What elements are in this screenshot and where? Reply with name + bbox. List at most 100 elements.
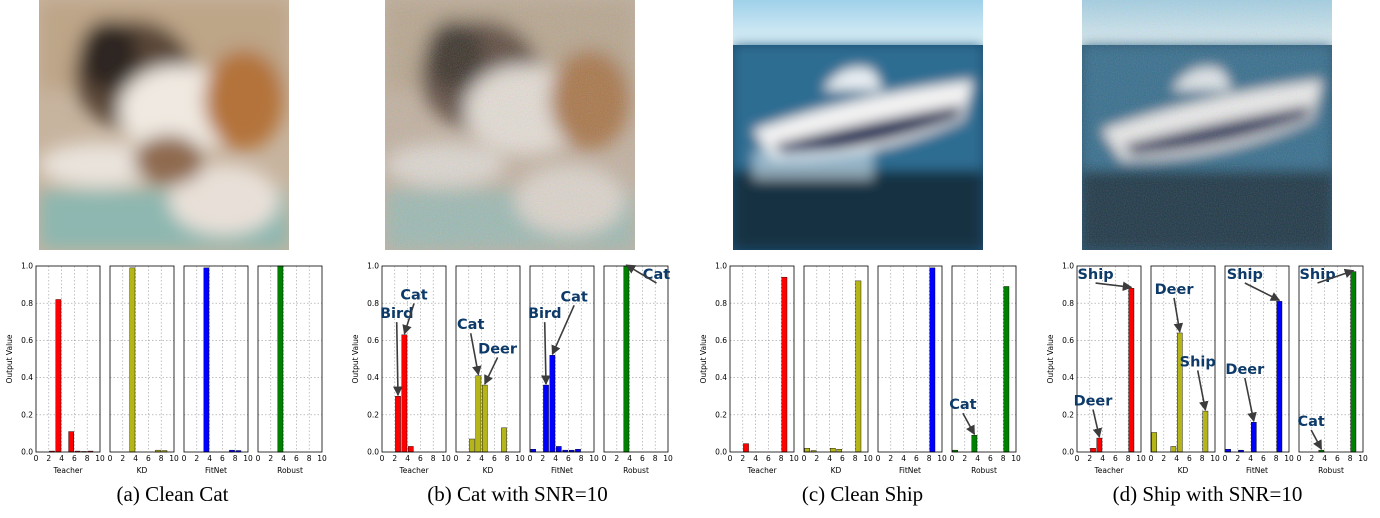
subplot-fitnet: 0 2 4 6 8 10 FitNet — [182, 265, 253, 475]
y-tick-label: 0.0 — [715, 448, 727, 457]
caption-d: (d) Ship with SNR=10 — [1112, 482, 1303, 506]
x-tick-label: 10 — [243, 454, 253, 463]
annotation-arrow — [1196, 370, 1209, 412]
x-axis-label: FitNet — [1246, 466, 1268, 475]
subplot-kd: 0 2 4 6 8 10 KD Deer Ship — [1149, 265, 1220, 475]
bar — [475, 375, 482, 453]
annotation-arrow — [1095, 281, 1133, 292]
subplot-robust: 0 2 4 6 8 10 Robust Ship Cat — [1297, 265, 1368, 475]
bar — [743, 443, 749, 453]
x-tick-label: 2 — [614, 454, 619, 463]
x-axis-label: KD — [137, 466, 148, 475]
bar — [836, 449, 842, 453]
annotation-label: Deer — [1225, 362, 1265, 378]
annotation-arrow — [1244, 282, 1281, 302]
bar — [543, 384, 549, 453]
y-tick-label: 0.6 — [21, 336, 33, 345]
y-tick-label: 1.0 — [367, 262, 379, 271]
x-tick-label: 2 — [740, 454, 745, 463]
x-tick-label: 4 — [975, 454, 980, 463]
x-tick-label: 2 — [888, 454, 893, 463]
plot-frame — [529, 265, 595, 453]
x-axis-label: Robust — [277, 466, 303, 475]
x-tick-label: 4 — [627, 454, 632, 463]
subplot-teacher: 0 2 4 6 8 10 0.0 0.2 0.4 0.6 0.8 1.0 Teacher Ship Deer — [1062, 262, 1146, 475]
y-tick-label: 0.4 — [1062, 373, 1074, 382]
x-tick-label: 2 — [466, 454, 471, 463]
annotation-arrow — [1244, 377, 1257, 423]
annotation-arrow — [625, 264, 657, 284]
x-tick-label: 0 — [802, 454, 807, 463]
bar — [549, 355, 556, 453]
annotation-label: Bird — [528, 306, 562, 322]
x-tick-label: 0 — [256, 454, 261, 463]
x-tick-label: 6 — [1261, 454, 1266, 463]
annotation-arrow — [469, 333, 482, 376]
x-tick-label: 8 — [653, 454, 658, 463]
y-tick-label: 0.8 — [367, 299, 379, 308]
plot-frame — [1076, 265, 1142, 453]
x-axis-label: Robust — [971, 466, 997, 475]
bar — [804, 448, 810, 453]
x-tick-label: 4 — [827, 454, 832, 463]
bar — [1276, 301, 1283, 453]
x-axis-label: Robust — [1318, 466, 1344, 475]
plot-frame — [257, 265, 323, 453]
bar — [575, 449, 581, 453]
x-tick-label: 10 — [317, 454, 327, 463]
x-axis-label: Robust — [623, 466, 649, 475]
x-tick-label: 8 — [579, 454, 584, 463]
y-tick-label: 0.0 — [367, 448, 379, 457]
x-tick-label: 10 — [95, 454, 105, 463]
x-tick-label: 0 — [728, 454, 733, 463]
y-tick-label: 0.2 — [367, 410, 379, 419]
x-axis-label: FitNet — [899, 466, 921, 475]
annotation-arrow — [541, 322, 551, 385]
subplot-teacher: 0 2 4 6 8 10 0.0 0.2 0.4 0.6 0.8 1.0 Teacher — [21, 262, 105, 475]
subplot-teacher: 0 2 4 6 8 10 0.0 0.2 0.4 0.6 0.8 1.0 Teacher — [715, 262, 799, 475]
bar — [129, 267, 136, 453]
annotation-label: Cat — [400, 287, 427, 303]
x-axis-label: Teacher — [1093, 466, 1124, 475]
x-tick-label: 8 — [853, 454, 858, 463]
noisy-cat-photo — [385, 0, 635, 250]
annotation-arrow — [393, 322, 403, 397]
x-tick-label: 6 — [1113, 454, 1118, 463]
x-tick-label: 10 — [515, 454, 525, 463]
x-tick-label: 8 — [1274, 454, 1279, 463]
y-tick-label: 0.2 — [715, 410, 727, 419]
bar — [501, 427, 507, 453]
plot-frame — [951, 265, 1017, 453]
x-axis-label: Teacher — [398, 466, 429, 475]
x-tick-label: 2 — [268, 454, 273, 463]
x-tick-label: 2 — [1235, 454, 1240, 463]
x-axis-label: Teacher — [52, 466, 83, 475]
x-tick-label: 8 — [159, 454, 164, 463]
y-tick-label: 1.0 — [1062, 262, 1074, 271]
x-tick-label: 10 — [789, 454, 799, 463]
subplot-kd: 0 2 4 6 8 10 KD Cat Deer — [454, 265, 525, 475]
plot-frame — [603, 265, 669, 453]
y-tick-label: 0.4 — [21, 373, 33, 382]
x-tick-label: 4 — [1322, 454, 1327, 463]
bar — [1003, 286, 1010, 453]
x-tick-label: 8 — [1001, 454, 1006, 463]
x-tick-label: 0 — [602, 454, 607, 463]
y-tick-label: 0.0 — [21, 448, 33, 457]
annotation-label: Cat — [560, 289, 587, 305]
y-tick-label: 1.0 — [21, 262, 33, 271]
plot-frame — [183, 265, 249, 453]
x-tick-label: 6 — [220, 454, 225, 463]
plot-frame — [803, 265, 869, 453]
x-tick-label: 0 — [950, 454, 955, 463]
bar — [971, 435, 978, 453]
x-tick-label: 4 — [1100, 454, 1105, 463]
y-tick-label: 0.6 — [1062, 336, 1074, 345]
y-tick-label: 0.4 — [715, 373, 727, 382]
bar — [1202, 410, 1209, 453]
x-tick-label: 0 — [182, 454, 187, 463]
x-tick-label: 0 — [1297, 454, 1302, 463]
plot-frame — [109, 265, 175, 453]
